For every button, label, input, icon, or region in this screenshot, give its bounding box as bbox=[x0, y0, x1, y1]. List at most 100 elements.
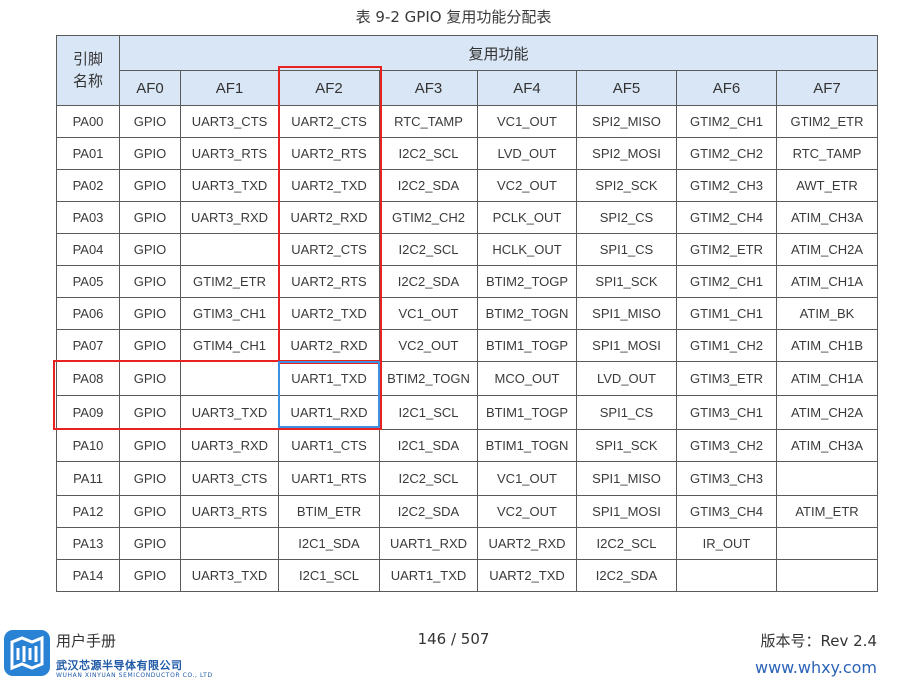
af-cell: GTIM2_ETR bbox=[775, 105, 879, 138]
af-cell: UART2_RXD bbox=[278, 329, 380, 362]
af-cell: UART2_RTS bbox=[278, 137, 380, 170]
af-cell: UART1_CTS bbox=[278, 429, 380, 462]
af-header-4: AF4 bbox=[477, 70, 577, 106]
af-header-0: AF0 bbox=[119, 70, 181, 106]
af-cell: SPI1_SCK bbox=[576, 429, 677, 462]
af-cell: GPIO bbox=[119, 527, 181, 560]
pin-name-cell: PA01 bbox=[56, 137, 120, 170]
af-cell bbox=[775, 461, 879, 496]
revision-label: 版本号：Rev 2.4 bbox=[760, 632, 877, 650]
table-row: PA01 GPIO UART3_RTS UART2_RTS I2C2_SCL LVD_OU… bbox=[56, 137, 879, 170]
af-cell: UART3_RTS bbox=[180, 495, 279, 528]
af-group-header: 复用功能 bbox=[118, 35, 879, 71]
table-row: PA00 GPIO UART3_CTS UART2_CTS RTC_TAMP VC1_OU… bbox=[56, 105, 879, 138]
manual-label: 用户手册 bbox=[56, 632, 117, 650]
af-cell: BTIM1_TOGN bbox=[477, 429, 577, 462]
af-cell: HCLK_OUT bbox=[477, 233, 577, 266]
table-title: 表 9-2 GPIO 复用功能分配表 bbox=[355, 8, 552, 26]
table-row: PA12 GPIO UART3_RTS BTIM_ETR I2C2_SDA VC2_OUT… bbox=[56, 495, 879, 528]
af-cell: UART2_RTS bbox=[278, 265, 380, 298]
af-header-2: AF2 bbox=[278, 70, 380, 106]
af-cell: SPI2_MOSI bbox=[576, 137, 677, 170]
af-cell: ATIM_CH2A bbox=[775, 233, 879, 266]
af-cell: GTIM3_CH3 bbox=[676, 461, 777, 496]
af-cell: GTIM3_CH1 bbox=[676, 395, 777, 430]
af-header-6: AF6 bbox=[676, 70, 777, 106]
af-header-1: AF1 bbox=[180, 70, 279, 106]
af-cell: LVD_OUT bbox=[477, 137, 577, 170]
af-cell: VC2_OUT bbox=[477, 169, 577, 202]
af-cell: GPIO bbox=[119, 169, 181, 202]
pin-name-cell: PA00 bbox=[56, 105, 120, 138]
pin-name-cell: PA03 bbox=[56, 201, 120, 234]
pin-name-cell: PA06 bbox=[56, 297, 120, 330]
af-cell: BTIM1_TOGP bbox=[477, 329, 577, 362]
af-cell: GTIM2_ETR bbox=[180, 265, 279, 298]
af-cell: UART3_RXD bbox=[180, 201, 279, 234]
page-number: 146 / 507 bbox=[417, 630, 490, 648]
af-cell: UART3_CTS bbox=[180, 105, 279, 138]
af-cell: GPIO bbox=[119, 395, 181, 430]
af-cell: I2C2_SDA bbox=[379, 169, 478, 202]
af-cell: SPI2_SCK bbox=[576, 169, 677, 202]
pin-name-cell: PA08 bbox=[56, 361, 120, 396]
af-cell: UART3_TXD bbox=[180, 395, 279, 430]
af-cell: MCO_OUT bbox=[477, 361, 577, 396]
af-cell: ATIM_CH1A bbox=[775, 265, 879, 298]
af-cell: GTIM3_ETR bbox=[676, 361, 777, 396]
af-cell: GPIO bbox=[119, 137, 181, 170]
af-cell: VC1_OUT bbox=[477, 105, 577, 138]
af-cell: VC2_OUT bbox=[477, 495, 577, 528]
af-cell: SPI1_MOSI bbox=[576, 495, 677, 528]
af-cell: GTIM3_CH4 bbox=[676, 495, 777, 528]
af-cell: SPI1_MISO bbox=[576, 461, 677, 496]
pin-name-header: 引脚 名称 bbox=[56, 35, 120, 106]
af-cell: VC1_OUT bbox=[477, 461, 577, 496]
af-cell: UART1_RXD bbox=[379, 527, 478, 560]
af-cell: BTIM1_TOGP bbox=[477, 395, 577, 430]
af-cell: SPI1_MISO bbox=[576, 297, 677, 330]
table-row: PA02 GPIO UART3_TXD UART2_TXD I2C2_SDA VC2_OU… bbox=[56, 169, 879, 202]
af-cell: I2C2_SDA bbox=[379, 265, 478, 298]
table-row: PA07 GPIO GTIM4_CH1 UART2_RXD VC2_OUT BTIM1_T… bbox=[56, 329, 879, 362]
af-cell: UART1_RTS bbox=[278, 461, 380, 496]
pin-name-cell: PA05 bbox=[56, 265, 120, 298]
af-cell: I2C2_SCL bbox=[379, 233, 478, 266]
af-cell: ATIM_CH1B bbox=[775, 329, 879, 362]
af-cell: RTC_TAMP bbox=[775, 137, 879, 170]
af-cell: UART2_CTS bbox=[278, 233, 380, 266]
af-cell: UART2_TXD bbox=[278, 169, 380, 202]
af-cell: UART3_CTS bbox=[180, 461, 279, 496]
af-cell bbox=[775, 559, 879, 592]
af-cell: GPIO bbox=[119, 233, 181, 266]
af-cell: UART1_RXD bbox=[278, 395, 380, 430]
af-cell: SPI1_MOSI bbox=[576, 329, 677, 362]
company-name-en: WUHAN XINYUAN SEMICONDUCTOR CO., LTD bbox=[56, 672, 213, 679]
af-cell bbox=[676, 559, 777, 592]
af-cell bbox=[775, 527, 879, 560]
af-cell: UART1_TXD bbox=[379, 559, 478, 592]
table-row: PA08 GPIO UART1_TXD BTIM2_TOGN MCO_OUT LVD_OU… bbox=[56, 361, 879, 396]
gpio-af-table-wrapper: 引脚 名称 复用功能 AF0 AF1 AF2 AF3 AF4 AF5 AF6 AF7 PA00… bbox=[53, 35, 879, 592]
af-cell: GPIO bbox=[119, 201, 181, 234]
af-cell: UART2_RXD bbox=[477, 527, 577, 560]
website-link[interactable]: www.whxy.com bbox=[754, 658, 877, 677]
af-cell: BTIM_ETR bbox=[278, 495, 380, 528]
af-cell: SPI1_CS bbox=[576, 233, 677, 266]
pin-name-cell: PA12 bbox=[56, 495, 120, 528]
af-cell: BTIM2_TOGN bbox=[379, 361, 478, 396]
af-cell: GTIM1_CH2 bbox=[676, 329, 777, 362]
af-cell: BTIM2_TOGN bbox=[477, 297, 577, 330]
af-cell bbox=[180, 361, 279, 396]
af-cell: GTIM2_CH2 bbox=[676, 137, 777, 170]
af-cell: GPIO bbox=[119, 105, 181, 138]
af-cell: GPIO bbox=[119, 559, 181, 592]
table-row: PA03 GPIO UART3_RXD UART2_RXD GTIM2_CH2 PCLK_… bbox=[56, 201, 879, 234]
af-cell: GTIM3_CH2 bbox=[676, 429, 777, 462]
af-cell: GPIO bbox=[119, 265, 181, 298]
af-cell: UART3_TXD bbox=[180, 559, 279, 592]
af-cell: ATIM_CH1A bbox=[775, 361, 879, 396]
af-cell: UART2_CTS bbox=[278, 105, 380, 138]
af-cell: UART2_TXD bbox=[477, 559, 577, 592]
table-row: PA14 GPIO UART3_TXD I2C1_SCL UART1_TXD UART2_… bbox=[56, 559, 879, 592]
